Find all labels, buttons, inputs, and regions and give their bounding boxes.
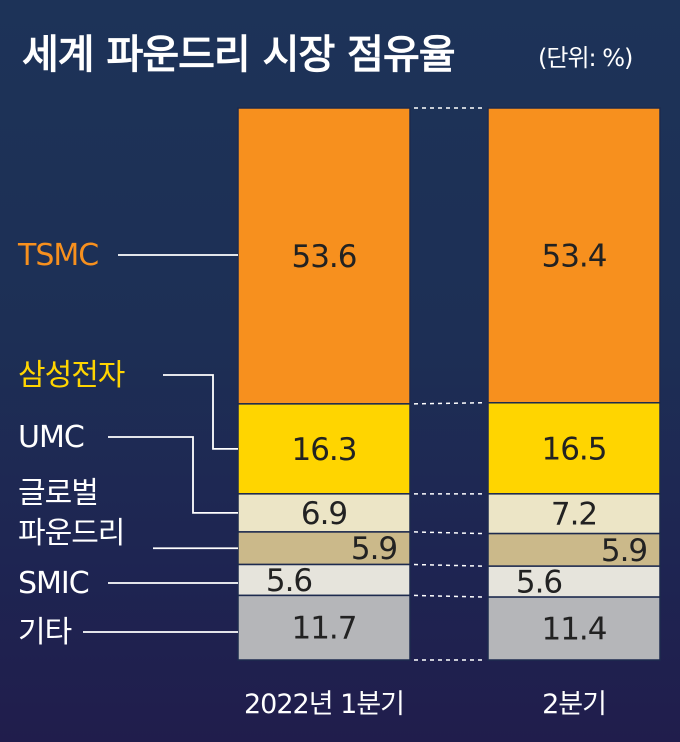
- value-label: 53.6: [291, 239, 356, 275]
- bar-segments: [237, 107, 661, 661]
- legend-label: TSMC: [17, 238, 98, 273]
- chart-title: 세계 파운드리 시장 점유율: [22, 32, 456, 78]
- connector-line: [413, 594, 485, 598]
- bar-segment: [487, 596, 661, 661]
- connector-line: [413, 563, 485, 567]
- bar-segment: [487, 107, 661, 404]
- value-label: 5.9: [601, 533, 647, 569]
- bar-segment: [487, 402, 661, 495]
- value-labels: 53.616.36.95.95.611.753.416.57.25.95.611…: [264, 238, 649, 648]
- value-label: 16.3: [291, 432, 356, 468]
- value-label: 11.7: [291, 611, 356, 647]
- bar-segment: [237, 563, 411, 597]
- unit-label: (단위: %): [538, 44, 633, 72]
- value-label: 7.2: [551, 497, 597, 533]
- legend-label: 기타: [18, 615, 72, 650]
- legend-leader-lines: [83, 254, 238, 633]
- connector-line: [413, 531, 485, 535]
- value-label: 6.9: [301, 496, 347, 532]
- category-label: 2022년 1분기: [244, 689, 404, 720]
- bar-segment: [487, 493, 661, 535]
- value-label: 5.9: [351, 531, 397, 567]
- value-label: 16.5: [541, 431, 606, 467]
- value-label: 53.4: [541, 238, 606, 274]
- legend-label: SMIC: [18, 566, 89, 601]
- value-label: 5.6: [266, 563, 312, 599]
- bar-segment: [237, 107, 411, 405]
- leader-line: [163, 374, 238, 450]
- legend-label: 파운드리: [18, 516, 124, 551]
- category-labels: 2022년 1분기 2분기: [244, 689, 607, 720]
- connector-line: [413, 402, 485, 405]
- value-label: 5.6: [516, 565, 562, 601]
- legend-label: 글로벌: [18, 476, 98, 511]
- value-label: 11.4: [541, 612, 606, 648]
- category-label: 2분기: [542, 689, 606, 720]
- legend-label: 삼성전자: [18, 358, 125, 393]
- connector-lines: [413, 107, 485, 661]
- leader-line: [108, 436, 238, 514]
- bar-segment: [487, 565, 661, 598]
- bar-segment: [237, 594, 411, 661]
- legend-label: UMC: [18, 420, 84, 455]
